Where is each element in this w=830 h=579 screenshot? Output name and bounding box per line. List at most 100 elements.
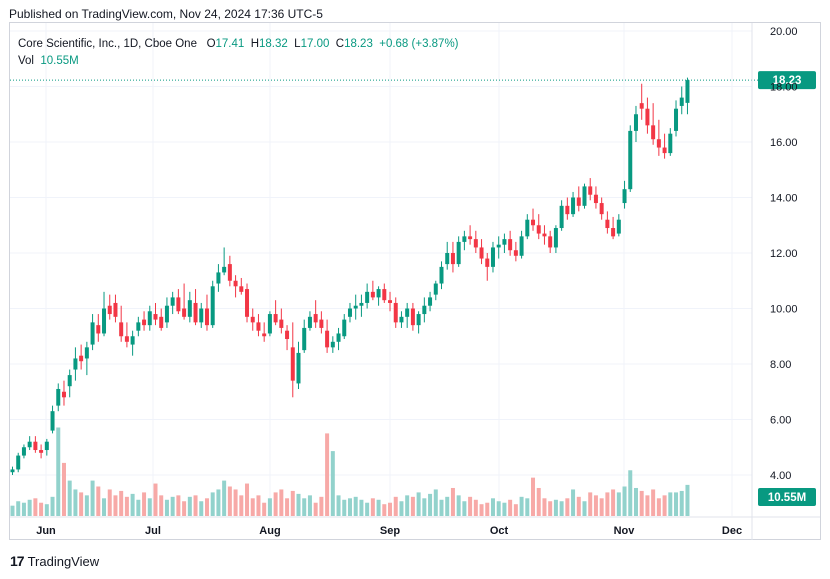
candle-body bbox=[119, 322, 124, 337]
candle-body bbox=[193, 302, 198, 323]
candle-body bbox=[164, 305, 169, 323]
volume-bar bbox=[267, 498, 272, 516]
volume-bar bbox=[279, 489, 284, 516]
candle-body bbox=[90, 322, 95, 345]
candle-body bbox=[182, 308, 187, 317]
candle-body bbox=[96, 325, 101, 334]
volume-bar bbox=[553, 499, 558, 516]
candle-body bbox=[651, 125, 656, 140]
volume-bar bbox=[84, 495, 89, 516]
candle-body bbox=[285, 330, 290, 340]
tradingview-logo-icon[interactable]: 17 bbox=[10, 553, 25, 569]
candle-body bbox=[439, 266, 444, 284]
volume-bar bbox=[588, 492, 593, 516]
candle-body bbox=[147, 311, 152, 326]
volume-bar bbox=[605, 492, 610, 516]
volume-bar bbox=[102, 498, 107, 516]
footer-brand: TradingView bbox=[27, 553, 100, 569]
volume-bar bbox=[422, 498, 427, 516]
volume-bar bbox=[239, 495, 244, 516]
y-tick-label: 8.00 bbox=[770, 359, 791, 371]
volume-bar bbox=[388, 502, 393, 516]
candle-body bbox=[582, 186, 587, 206]
candle-body bbox=[216, 272, 221, 284]
x-tick-label: Jul bbox=[145, 525, 161, 537]
volume-bar bbox=[582, 501, 587, 516]
volume-bar bbox=[496, 501, 501, 516]
candle-body bbox=[496, 244, 501, 248]
legend-close-label: C bbox=[335, 38, 345, 50]
candle-body bbox=[290, 347, 295, 381]
candle-body bbox=[204, 308, 209, 326]
volume-bar bbox=[56, 427, 61, 516]
candle-body bbox=[44, 441, 49, 451]
candle-body bbox=[525, 219, 530, 237]
volume-bar bbox=[27, 499, 32, 516]
candle-body bbox=[450, 253, 455, 265]
candle-body bbox=[376, 289, 381, 298]
y-tick-label: 6.00 bbox=[770, 415, 791, 427]
candle-body bbox=[347, 308, 352, 317]
candle-body bbox=[107, 305, 112, 315]
volume-bar bbox=[513, 504, 518, 516]
volume-bar bbox=[33, 498, 38, 516]
candle-body bbox=[199, 308, 204, 323]
candle-body bbox=[73, 358, 78, 370]
volume-bar bbox=[245, 483, 250, 516]
volume-bar bbox=[119, 490, 124, 516]
legend-symbol: Core Scientific, Inc., 1D, Cboe One bbox=[18, 38, 197, 50]
candle-body bbox=[382, 289, 387, 301]
volume-bar bbox=[290, 490, 295, 516]
candle-body bbox=[548, 236, 553, 248]
volume-bar bbox=[542, 498, 547, 516]
candle-body bbox=[645, 108, 650, 126]
volume-bar bbox=[628, 470, 633, 516]
volume-bar bbox=[393, 496, 398, 516]
candle-body bbox=[136, 322, 141, 331]
volume-bar bbox=[633, 487, 638, 516]
candle-body bbox=[130, 336, 135, 345]
volume-bar bbox=[410, 496, 415, 516]
chart-frame bbox=[9, 22, 821, 540]
candle-body bbox=[153, 314, 158, 320]
y-tick-label: 14.00 bbox=[770, 193, 798, 205]
candle-body bbox=[576, 197, 581, 206]
volume-bar bbox=[490, 498, 495, 516]
candle-body bbox=[84, 347, 89, 359]
grid bbox=[10, 23, 752, 516]
volume-bar bbox=[159, 495, 164, 516]
candle-body bbox=[359, 302, 364, 306]
candle-body bbox=[102, 308, 107, 334]
candle-body bbox=[462, 236, 467, 242]
volume-bar bbox=[382, 504, 387, 516]
candle-body bbox=[330, 341, 335, 348]
volume-bar bbox=[450, 487, 455, 516]
legend-open: 17.41 bbox=[215, 38, 245, 50]
candle-body bbox=[142, 319, 147, 326]
volume-bar bbox=[296, 493, 301, 516]
x-tick-label: Oct bbox=[490, 525, 509, 537]
legend-close: 18.23 bbox=[344, 38, 373, 50]
last-price-line: 18.23 10.55M bbox=[10, 71, 816, 506]
volume-bar bbox=[313, 502, 318, 516]
volume-bar bbox=[342, 499, 347, 516]
candle-body bbox=[599, 203, 604, 215]
candle-body bbox=[473, 239, 478, 248]
x-tick-label: Aug bbox=[259, 525, 280, 537]
legend-vol: 10.55M bbox=[40, 55, 79, 67]
volume-bar bbox=[153, 483, 158, 516]
volume-bar bbox=[502, 502, 507, 516]
volume-bar bbox=[485, 502, 490, 516]
volume-bar bbox=[210, 492, 215, 516]
volume-bar bbox=[565, 498, 570, 516]
candle-body bbox=[319, 319, 324, 328]
candle-body bbox=[428, 297, 433, 306]
candle-body bbox=[56, 388, 61, 406]
candle-body bbox=[245, 289, 250, 317]
candle-body bbox=[565, 205, 570, 215]
volume-bar bbox=[656, 498, 661, 516]
volume-bar bbox=[319, 496, 324, 516]
candle-body bbox=[39, 450, 44, 453]
volume-bar bbox=[599, 498, 604, 516]
